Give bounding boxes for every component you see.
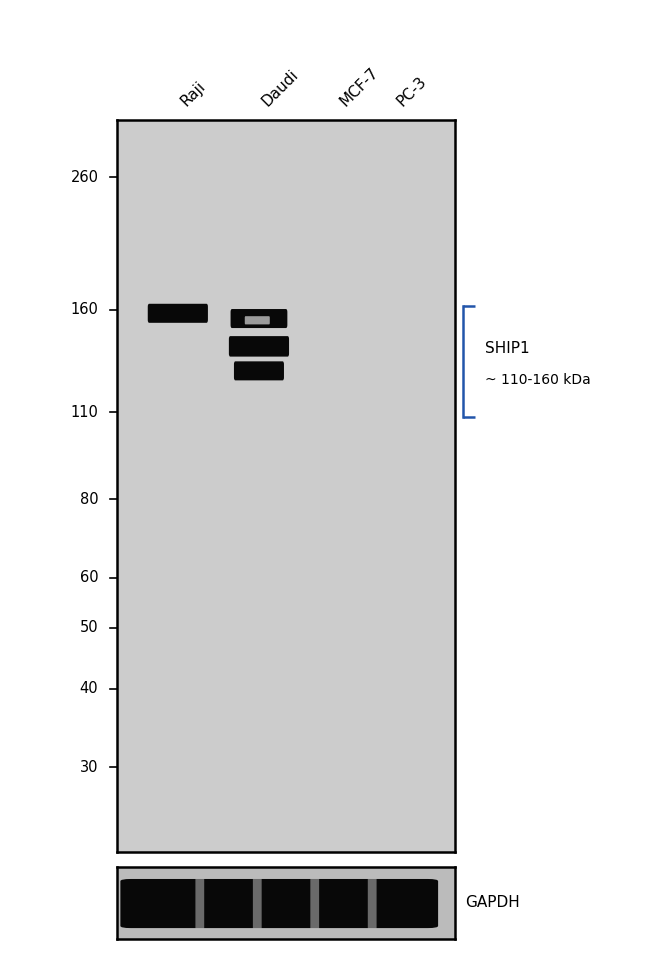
FancyBboxPatch shape — [310, 873, 319, 932]
Text: 110: 110 — [71, 404, 98, 420]
Text: 260: 260 — [70, 169, 98, 185]
Text: PC-3: PC-3 — [394, 74, 430, 110]
Text: 80: 80 — [80, 492, 98, 507]
FancyBboxPatch shape — [229, 336, 289, 356]
Text: Raji: Raji — [178, 79, 209, 110]
FancyBboxPatch shape — [148, 303, 208, 323]
FancyBboxPatch shape — [234, 361, 284, 380]
Text: ~ 110-160 kDa: ~ 110-160 kDa — [486, 374, 591, 387]
FancyBboxPatch shape — [196, 873, 204, 932]
Text: MCF-7: MCF-7 — [337, 65, 381, 110]
FancyBboxPatch shape — [120, 879, 438, 928]
Text: GAPDH: GAPDH — [465, 896, 520, 910]
Text: 30: 30 — [80, 760, 98, 775]
FancyBboxPatch shape — [245, 316, 270, 325]
FancyBboxPatch shape — [253, 873, 262, 932]
Text: 160: 160 — [71, 302, 98, 318]
Text: 50: 50 — [80, 620, 98, 636]
Text: Daudi: Daudi — [259, 67, 301, 110]
Text: 40: 40 — [80, 682, 98, 696]
FancyBboxPatch shape — [231, 309, 287, 328]
Text: 60: 60 — [80, 570, 98, 586]
Text: SHIP1: SHIP1 — [486, 341, 530, 356]
FancyBboxPatch shape — [368, 873, 376, 932]
